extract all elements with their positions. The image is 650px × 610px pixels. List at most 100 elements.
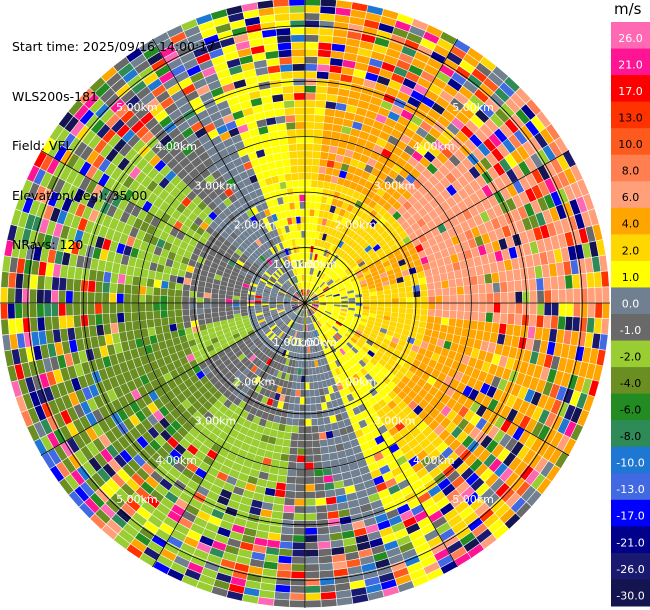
velocity-gate: [164, 194, 175, 205]
velocity-gate: [264, 287, 272, 292]
velocity-gate: [139, 39, 156, 54]
velocity-gate: [359, 230, 368, 239]
velocity-gate: [309, 291, 314, 298]
velocity-gate: [338, 208, 346, 217]
velocity-gate: [74, 449, 88, 465]
velocity-gate: [458, 86, 474, 100]
velocity-gate: [310, 307, 317, 312]
velocity-gate: [254, 300, 262, 303]
velocity-gate: [146, 311, 154, 320]
velocity-gate: [312, 268, 316, 276]
velocity-gate: [214, 159, 225, 169]
velocity-gate: [307, 317, 310, 324]
velocity-gate: [323, 249, 329, 257]
velocity-gate: [53, 145, 68, 162]
velocity-gate: [113, 386, 124, 399]
velocity-gate: [235, 320, 243, 326]
velocity-gate: [386, 345, 396, 354]
velocity-gate: [364, 245, 373, 253]
velocity-gate: [264, 348, 271, 356]
velocity-gate: [252, 277, 260, 283]
velocity-gate: [296, 275, 300, 283]
velocity-gate: [53, 222, 64, 238]
velocity-gate: [80, 291, 88, 303]
velocity-gate: [143, 546, 160, 561]
velocity-gate: [350, 337, 358, 344]
velocity-gate: [332, 384, 339, 393]
velocity-gate: [355, 362, 363, 371]
velocity-gate: [275, 115, 286, 124]
velocity-gate: [440, 189, 452, 201]
velocity-gate: [226, 235, 235, 244]
velocity-gate: [54, 194, 66, 210]
velocity-gate: [484, 351, 494, 363]
velocity-gate: [314, 330, 318, 337]
velocity-gate: [204, 292, 212, 299]
velocity-gate: [525, 187, 537, 203]
velocity-gate: [290, 165, 298, 173]
velocity-gate: [247, 235, 255, 244]
velocity-gate: [497, 378, 508, 391]
velocity-gate: [129, 414, 141, 427]
velocity-gate: [269, 301, 276, 303]
velocity-gate: [257, 316, 265, 321]
velocity-gate: [330, 422, 339, 431]
velocity-gate: [601, 271, 609, 287]
velocity-gate: [384, 141, 396, 152]
velocity-gate: [172, 337, 181, 346]
velocity-gate: [489, 262, 498, 274]
velocity-gate: [397, 258, 407, 267]
velocity-gate: [40, 247, 50, 263]
velocity-gate: [507, 281, 515, 292]
velocity-gate: [389, 230, 399, 239]
velocity-gate: [234, 562, 250, 573]
velocity-gate: [274, 317, 281, 323]
velocity-gate: [504, 153, 518, 169]
velocity-gate: [277, 308, 285, 312]
velocity-gate: [242, 107, 254, 117]
velocity-gate: [259, 280, 267, 286]
velocity-gate: [238, 503, 251, 513]
velocity-gate: [378, 207, 387, 217]
velocity-gate: [333, 299, 341, 302]
velocity-gate: [380, 495, 394, 506]
velocity-gate: [73, 403, 85, 419]
velocity-gate: [321, 316, 328, 322]
velocity-gate: [200, 329, 209, 337]
velocity-gate: [305, 332, 307, 339]
velocity-gate: [208, 235, 217, 244]
velocity-gate: [273, 0, 289, 7]
velocity-gate: [378, 572, 395, 583]
velocity-gate: [414, 51, 430, 64]
velocity-gate: [305, 303, 307, 310]
velocity-gate: [295, 268, 299, 275]
velocity-gate: [96, 124, 111, 139]
velocity-gate: [323, 372, 330, 380]
velocity-gate: [240, 299, 247, 303]
velocity-gate: [489, 113, 504, 128]
velocity-gate: [266, 330, 273, 337]
velocity-gate: [359, 321, 367, 327]
velocity-gate: [132, 320, 140, 331]
velocity-gate: [52, 329, 62, 343]
velocity-gate: [182, 510, 197, 523]
velocity-gate: [280, 144, 289, 153]
velocity-gate: [391, 521, 406, 533]
velocity-gate: [218, 165, 229, 176]
velocity-gate: [479, 293, 486, 303]
velocity-gate: [392, 432, 403, 443]
velocity-gate: [317, 57, 331, 65]
velocity-gate: [337, 357, 345, 366]
velocity-gate: [418, 409, 429, 421]
velocity-gate: [214, 186, 224, 196]
velocity-gate: [421, 497, 436, 510]
velocity-gate: [520, 325, 529, 338]
velocity-gate: [338, 285, 346, 290]
velocity-gate: [52, 263, 62, 278]
velocity-gate: [101, 66, 118, 82]
velocity-gate: [324, 340, 331, 348]
velocity-gate: [384, 362, 393, 371]
velocity-gate: [239, 426, 249, 436]
velocity-gate: [404, 449, 416, 461]
velocity-gate: [151, 141, 164, 155]
